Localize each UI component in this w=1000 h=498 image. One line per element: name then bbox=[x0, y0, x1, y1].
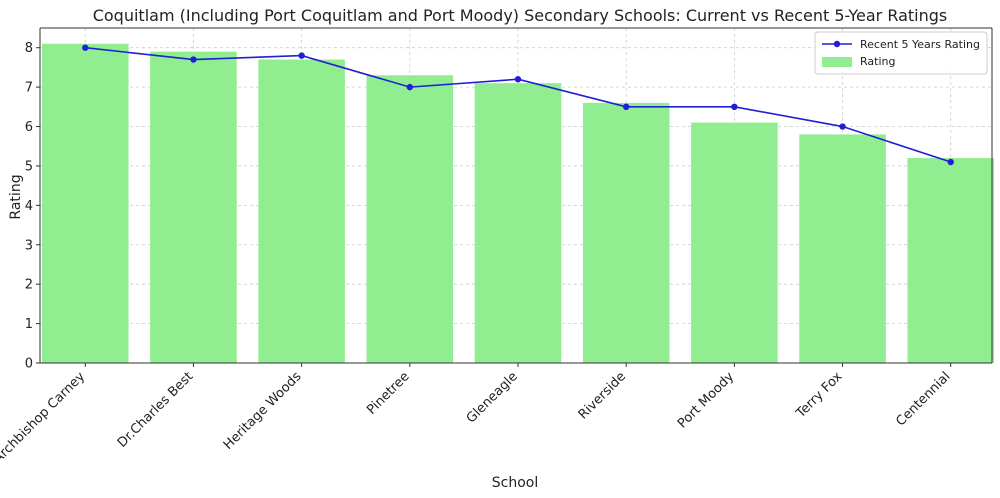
x-axis-label: School bbox=[492, 475, 538, 491]
x-tick-label: Pinetree bbox=[364, 369, 412, 417]
line-point bbox=[190, 56, 197, 63]
x-tick-labels: Archbishop Carney Dr.Charles Best Heritage… bbox=[0, 363, 954, 467]
bar bbox=[150, 51, 237, 363]
x-tick-label: Dr.Charles Best bbox=[115, 369, 196, 450]
x-tick-label: Centennial bbox=[893, 369, 953, 429]
line-point bbox=[731, 103, 738, 111]
x-tick-label: Terry Fox bbox=[793, 369, 846, 422]
line-point bbox=[406, 83, 414, 91]
y-tick-label: 0 bbox=[25, 357, 33, 372]
y-tick-label: 7 bbox=[25, 81, 33, 96]
bar bbox=[366, 75, 454, 363]
x-tick-label: Gleneagle bbox=[464, 369, 521, 426]
x-tick-label: Archbishop Carney bbox=[0, 369, 88, 467]
chart-title: Coquitlam (Including Port Coquitlam and … bbox=[93, 6, 948, 25]
x-tick-label: Heritage Woods bbox=[221, 369, 305, 453]
legend-bar-swatch bbox=[822, 57, 852, 67]
bar bbox=[799, 134, 886, 363]
line-point bbox=[298, 52, 305, 59]
bar bbox=[691, 122, 778, 364]
y-tick-label: 2 bbox=[25, 278, 33, 293]
x-tick-label: Riverside bbox=[576, 369, 629, 422]
y-tick-label: 1 bbox=[25, 317, 33, 332]
y-tick-labels: 0 1 2 3 4 5 6 7 8 bbox=[25, 41, 40, 372]
legend: Recent 5 Years Rating Rating bbox=[814, 31, 988, 75]
legend-box bbox=[814, 31, 988, 75]
line-series bbox=[82, 44, 954, 166]
y-tick-label: 3 bbox=[25, 238, 33, 253]
y-tick-label: 8 bbox=[25, 41, 33, 56]
line-point bbox=[622, 103, 630, 111]
line-point bbox=[514, 76, 522, 83]
bar bbox=[907, 158, 994, 363]
line-point bbox=[839, 123, 846, 130]
bar bbox=[42, 43, 129, 363]
y-tick-label: 4 bbox=[25, 199, 33, 214]
line-point bbox=[82, 44, 89, 51]
bar bbox=[258, 59, 345, 363]
y-tick-label: 5 bbox=[25, 159, 33, 174]
y-tick-label: 6 bbox=[25, 120, 33, 135]
legend-line-marker bbox=[833, 40, 841, 48]
line-point bbox=[947, 158, 954, 166]
legend-label-line: Recent 5 Years Rating bbox=[860, 38, 980, 51]
y-axis-label: Rating bbox=[8, 174, 24, 219]
legend-label-bar: Rating bbox=[860, 55, 895, 68]
axes bbox=[39, 27, 993, 364]
bars bbox=[42, 43, 994, 364]
bar bbox=[474, 83, 562, 364]
bar bbox=[582, 102, 670, 363]
x-tick-label: Port Moody bbox=[675, 369, 737, 431]
